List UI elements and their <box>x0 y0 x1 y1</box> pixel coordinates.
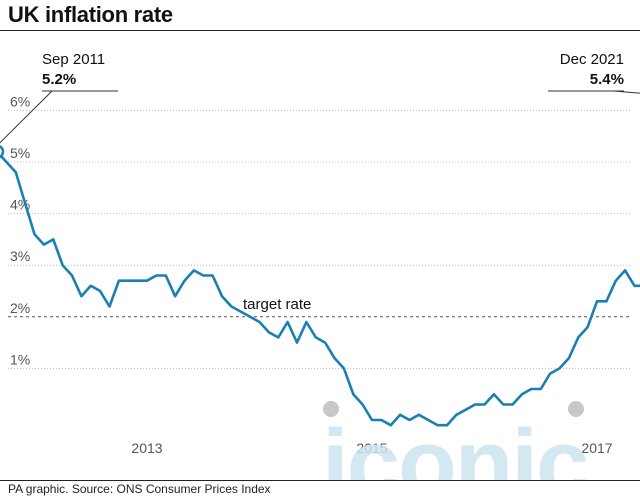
y-tick-label: 5% <box>10 145 30 161</box>
highlight-point <box>0 145 5 159</box>
y-tick-label: 6% <box>10 93 30 109</box>
watermark-text: iconic <box>322 410 587 480</box>
y-axis-ticks: 1%2%3%4%5%6% <box>10 93 30 367</box>
annotation-end-date: Dec 2021 <box>560 51 624 68</box>
annotation-start-date: Sep 2011 <box>42 51 105 68</box>
target-rate-line: target rate <box>8 296 630 318</box>
grey-dot-marker <box>568 401 584 417</box>
annotations: Sep 2011 5.2% Dec 2021 5.4% <box>0 51 640 144</box>
annotation-end-leader <box>613 90 640 94</box>
annotation-start-value: 5.2% <box>42 71 76 88</box>
y-tick-label: 1% <box>10 351 30 367</box>
annotation-start-leader <box>0 90 53 144</box>
x-tick-label: 2013 <box>131 440 162 456</box>
x-axis-ticks: 2013201520172019 <box>131 440 612 456</box>
grey-dot-marker <box>323 401 339 417</box>
source-note: PA graphic. Source: ONS Consumer Prices … <box>8 482 271 496</box>
grid-lines <box>8 109 630 369</box>
chart-title: UK inflation rate <box>8 2 173 27</box>
y-tick-label: 3% <box>10 248 30 264</box>
x-tick-label: 2017 <box>581 440 612 456</box>
target-rate-label: target rate <box>243 296 311 313</box>
series-line <box>0 153 640 427</box>
x-tick-label: 2015 <box>356 440 387 456</box>
y-tick-label: 2% <box>10 300 30 316</box>
annotation-end-value: 5.4% <box>590 71 624 88</box>
inflation-series <box>0 145 640 427</box>
footer-divider <box>0 480 640 481</box>
watermark: iconic <box>322 410 589 480</box>
title-divider <box>0 30 640 31</box>
line-chart: 1%2%3%4%5%6% 2013201520172019 iconic tar… <box>0 51 640 480</box>
